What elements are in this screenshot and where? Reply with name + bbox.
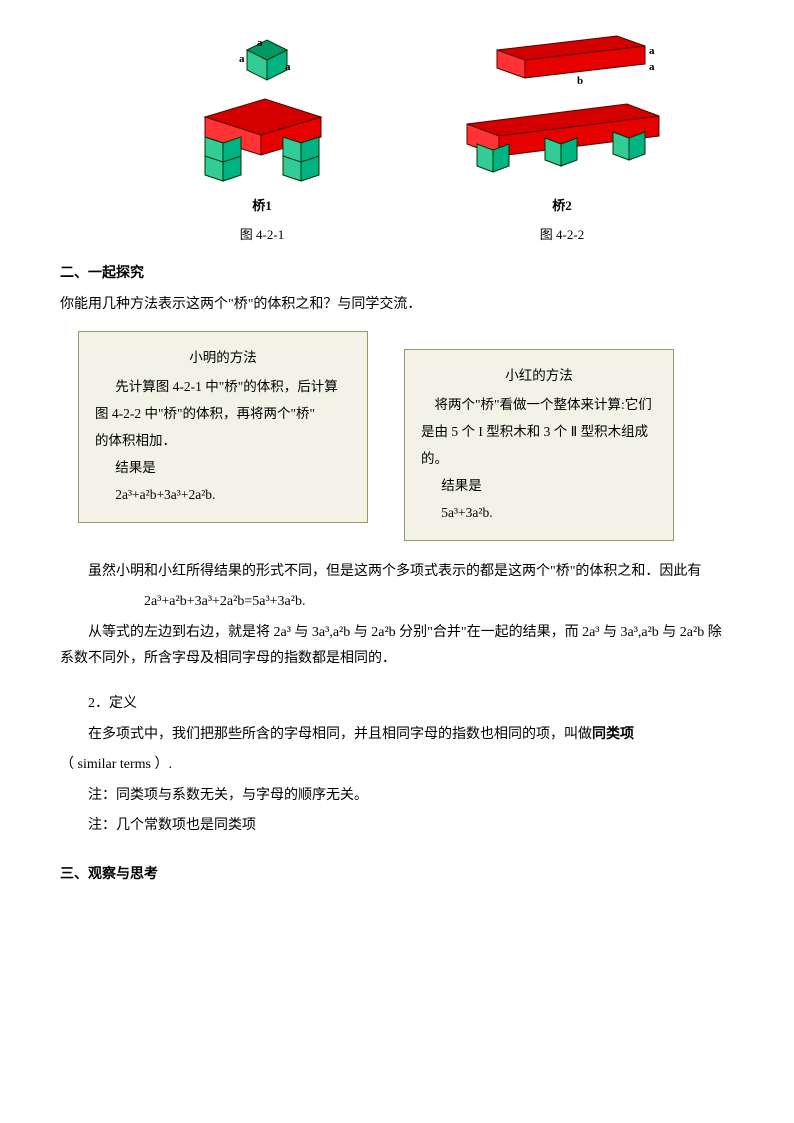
note-1: 注：同类项与系数无关，与字母的顺序无关。 <box>60 783 734 810</box>
figure-1-svg: a a a <box>187 30 337 190</box>
definition-term: 同类项 <box>592 727 634 742</box>
box2-formula: 5a³+3a²b. <box>421 499 657 526</box>
box2-body: 将两个"桥"看做一个整体来计算:它们是由 5 个 I 型积木和 3 个 Ⅱ 型积… <box>421 391 657 472</box>
cube-label-a2: a <box>239 53 245 65</box>
xiaoming-method-box: 小明的方法 先计算图 4-2-1 中"桥"的体积，后计算图 4-2-2 中"桥"… <box>78 331 368 523</box>
figure-1-column: a a a <box>187 30 337 247</box>
figure-2-caption: 图 4-2-2 <box>540 223 584 248</box>
note-2: 注：几个常数项也是同类项 <box>60 813 734 840</box>
figure-2-svg: a a b <box>457 30 667 190</box>
bridge2-label: 桥2 <box>552 194 572 219</box>
box1-body: 先计算图 4-2-1 中"桥"的体积，后计算图 4-2-2 中"桥"的体积，再将… <box>95 373 351 427</box>
definition-body: 在多项式中，我们把那些所含的字母相同，并且相同字母的指数也相同的项，叫做同类项 <box>60 722 734 749</box>
box1-result-label: 结果是 <box>95 454 351 481</box>
definition-pre: 在多项式中，我们把那些所含的字母相同，并且相同字母的指数也相同的项，叫做 <box>88 727 592 742</box>
definition-paren: （ similar terms ）. <box>60 752 734 779</box>
box2-title: 小红的方法 <box>421 362 657 389</box>
bridge1-label: 桥1 <box>252 194 272 219</box>
method-boxes-row: 小明的方法 先计算图 4-2-1 中"桥"的体积，后计算图 4-2-2 中"桥"… <box>78 331 734 541</box>
explain-paragraph: 从等式的左边到右边，就是将 2a³ 与 3a³,a²b 与 2a²b 分别"合并… <box>60 620 734 673</box>
box1-body2: 的体积相加． <box>95 427 351 454</box>
figure-2-column: a a b <box>457 30 667 247</box>
box1-title: 小明的方法 <box>95 344 351 371</box>
compare-paragraph: 虽然小明和小红所得结果的形式不同，但是这两个多项式表示的都是这两个"桥"的体积之… <box>60 559 734 586</box>
definition-number: 2．定义 <box>60 691 734 718</box>
xiaohong-method-box: 小红的方法 将两个"桥"看做一个整体来计算:它们是由 5 个 I 型积木和 3 … <box>404 349 674 541</box>
box2-result-label: 结果是 <box>421 472 657 499</box>
cube-label-a1: a <box>257 37 263 49</box>
section-3-title: 三、观察与思考 <box>60 862 734 889</box>
equation-line: 2a³+a²b+3a³+2a²b=5a³+3a²b. <box>60 589 734 616</box>
svg-text:a: a <box>649 45 655 57</box>
intro-question: 你能用几种方法表示这两个"桥"的体积之和？与同学交流． <box>60 292 734 319</box>
svg-text:a: a <box>649 61 655 73</box>
box1-formula: 2a³+a²b+3a³+2a²b. <box>95 481 351 508</box>
svg-text:b: b <box>577 75 583 87</box>
cube-label-a3: a <box>285 61 291 73</box>
figures-row: a a a <box>60 30 734 247</box>
section-2-title: 二、一起探究 <box>60 261 734 288</box>
figure-1-caption: 图 4-2-1 <box>240 223 284 248</box>
